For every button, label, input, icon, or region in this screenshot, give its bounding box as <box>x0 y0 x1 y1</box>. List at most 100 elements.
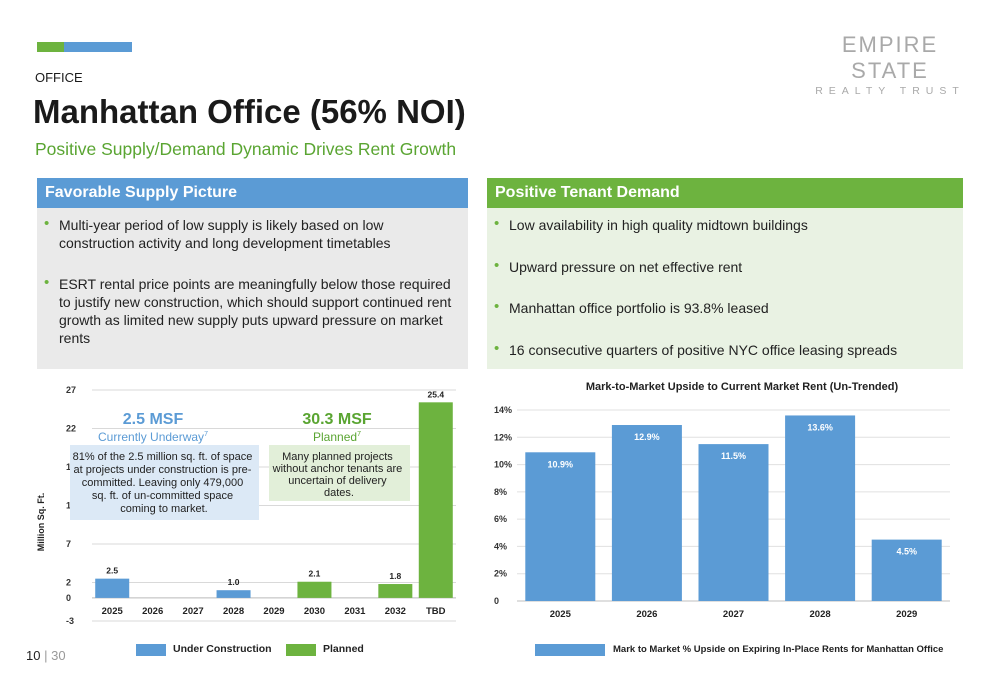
x-tick-label: 2027 <box>183 606 204 617</box>
planned-small-label: Planned7 <box>313 430 361 444</box>
accent-bar-green <box>37 42 64 52</box>
logo-line-1: EMPIRE STATE <box>841 32 939 83</box>
bar-value-label: 10.9% <box>548 459 574 469</box>
x-tick-label: 2030 <box>304 606 325 617</box>
supply-bullet: ESRT rental price points are meaningfull… <box>44 274 458 347</box>
y-tick-label: 7 <box>66 539 71 549</box>
accent-bar-blue <box>64 42 132 52</box>
page-title: Manhattan Office (56% NOI) <box>33 93 466 130</box>
y-tick-label: 6% <box>494 514 507 524</box>
x-tick-label: 2026 <box>142 606 163 617</box>
bar <box>611 425 682 601</box>
bar <box>216 590 251 598</box>
underway-note-line: at projects under construction is pre- <box>74 464 252 476</box>
underway-note-text: 81% of the 2.5 million sq. ft. of space … <box>73 451 256 515</box>
y-tick-label: 14% <box>494 405 512 415</box>
planned-annotation: 30.3 MSF Planned7 Many planned projects … <box>269 411 410 501</box>
page-separator: | <box>44 648 48 663</box>
x-tick-label: 2028 <box>810 609 831 620</box>
underway-note-line: coming to market. <box>120 503 207 515</box>
bar-value-label: 13.6% <box>807 422 833 432</box>
chart-title: Mark-to-Market Upside to Current Market … <box>586 381 899 393</box>
bar <box>785 415 856 601</box>
planned-note-line: dates. <box>324 487 354 499</box>
x-tick-label: 2025 <box>550 609 572 620</box>
planned-note-line: uncertain of delivery <box>288 475 387 487</box>
bar <box>871 539 942 601</box>
y-tick-label: 22 <box>66 424 76 434</box>
bar <box>525 452 596 601</box>
legend-label-under-construction: Under Construction <box>173 643 272 655</box>
bar-value-label: 1.8 <box>389 571 401 581</box>
accent-bar <box>37 42 132 52</box>
demand-panel-heading: Positive Tenant Demand <box>487 178 963 208</box>
page-current: 10 <box>26 648 41 663</box>
y-tick-label: 8% <box>494 487 507 497</box>
legend-label-planned: Planned <box>323 643 364 655</box>
bar <box>378 584 413 598</box>
bar-value-label: 4.5% <box>896 547 917 557</box>
underway-note-line: sq. ft. of un-committed space <box>92 490 233 502</box>
planned-footnote: 7 <box>357 431 361 438</box>
underway-note-line: 81% of the 2.5 million sq. ft. of space <box>73 451 253 463</box>
bar-value-label: 2.1 <box>309 569 321 579</box>
page-total: 30 <box>51 648 66 663</box>
supply-panel-heading: Favorable Supply Picture <box>37 178 468 208</box>
supply-panel: Favorable Supply Picture Multi-year peri… <box>37 178 468 369</box>
legend-swatch-under-construction <box>136 644 166 656</box>
x-tick-label: TBD <box>426 606 446 617</box>
planned-small-text: Planned <box>313 430 357 444</box>
mark-to-market-chart: Mark-to-Market Upside to Current Market … <box>494 381 950 620</box>
y-tick-label: 12% <box>494 432 512 442</box>
y-tick-label: 2% <box>494 569 507 579</box>
page-number: 10 | 30 <box>26 648 66 663</box>
bar-value-label: 2.5 <box>106 566 118 576</box>
bar-value-label: 11.5% <box>721 451 746 461</box>
bar <box>698 444 769 601</box>
x-tick-label: 2031 <box>344 606 366 617</box>
x-tick-label: 2029 <box>263 606 284 617</box>
legend-swatch-mark-to-market <box>535 644 605 656</box>
legend-label-mark-to-market: Mark to Market % Upside on Expiring In-P… <box>613 644 944 655</box>
y-tick-label: -3 <box>66 616 74 626</box>
legend-swatch-planned <box>286 644 316 656</box>
x-tick-label: 2026 <box>636 609 657 620</box>
demand-bullet: Manhattan office portfolio is 93.8% leas… <box>494 298 953 317</box>
planned-big-label: 30.3 MSF <box>302 411 372 428</box>
bar-value-label: 1.0 <box>228 577 240 587</box>
underway-small-label: Currently Underway7 <box>98 430 208 444</box>
x-tick-label: 2028 <box>223 606 244 617</box>
page-subtitle: Positive Supply/Demand Dynamic Drives Re… <box>35 139 457 159</box>
company-logo: EMPIRE STATE REALTY TRUST <box>805 32 975 97</box>
demand-bullet: Upward pressure on net effective rent <box>494 257 953 276</box>
section-label: OFFICE <box>35 70 83 85</box>
logo-line-2: REALTY TRUST <box>815 85 965 97</box>
bar <box>95 578 130 598</box>
y-axis-label: Million Sq. Ft. <box>36 493 46 552</box>
underway-small-text: Currently Underway <box>98 430 204 444</box>
x-tick-label: 2032 <box>385 606 406 617</box>
underway-annotation: 2.5 MSF Currently Underway7 81% of the 2… <box>70 411 259 520</box>
demand-bullet: Low availability in high quality midtown… <box>494 215 953 234</box>
bar <box>297 581 332 598</box>
y-tick-label: 0 <box>66 593 71 603</box>
demand-panel: Positive Tenant Demand Low availability … <box>487 178 963 369</box>
y-tick-label: 27 <box>66 385 76 395</box>
supply-bullet-list: Multi-year period of low supply is likel… <box>37 208 468 347</box>
supply-chart: Million Sq. Ft. -302712172227 2.52025202… <box>36 385 456 626</box>
planned-note-box <box>269 445 410 501</box>
planned-note-text: Many planned projects without anchor ten… <box>272 451 406 499</box>
bar-value-label: 12.9% <box>634 432 660 442</box>
x-tick-label: 2029 <box>896 609 917 620</box>
demand-bullet-list: Low availability in high quality midtown… <box>487 208 963 359</box>
planned-note-line: Many planned projects <box>282 451 393 463</box>
y-tick-label: 0 <box>494 596 499 606</box>
underway-note-line: committed. Leaving only 479,000 <box>82 477 243 489</box>
underway-footnote: 7 <box>204 431 208 438</box>
bar <box>418 402 453 598</box>
supply-bullet: Multi-year period of low supply is likel… <box>44 215 458 252</box>
y-tick-label: 2 <box>66 578 71 588</box>
y-tick-label: 4% <box>494 541 507 551</box>
demand-bullet: 16 consecutive quarters of positive NYC … <box>494 340 953 359</box>
underway-note-box <box>70 445 259 520</box>
